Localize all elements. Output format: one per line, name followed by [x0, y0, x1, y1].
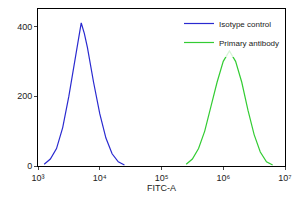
svg-text:10⁷: 10⁷: [278, 173, 291, 183]
svg-text:Isotype control: Isotype control: [219, 20, 271, 29]
svg-text:10³: 10³: [31, 173, 44, 183]
svg-text:400: 400: [17, 22, 32, 32]
svg-text:10⁶: 10⁶: [216, 173, 230, 183]
svg-text:0: 0: [27, 161, 32, 171]
svg-text:FITC-A: FITC-A: [147, 183, 176, 193]
svg-text:10⁴: 10⁴: [93, 173, 107, 183]
svg-text:200: 200: [17, 91, 32, 101]
svg-text:10⁵: 10⁵: [155, 173, 169, 183]
svg-text:Primary antibody: Primary antibody: [219, 39, 279, 48]
